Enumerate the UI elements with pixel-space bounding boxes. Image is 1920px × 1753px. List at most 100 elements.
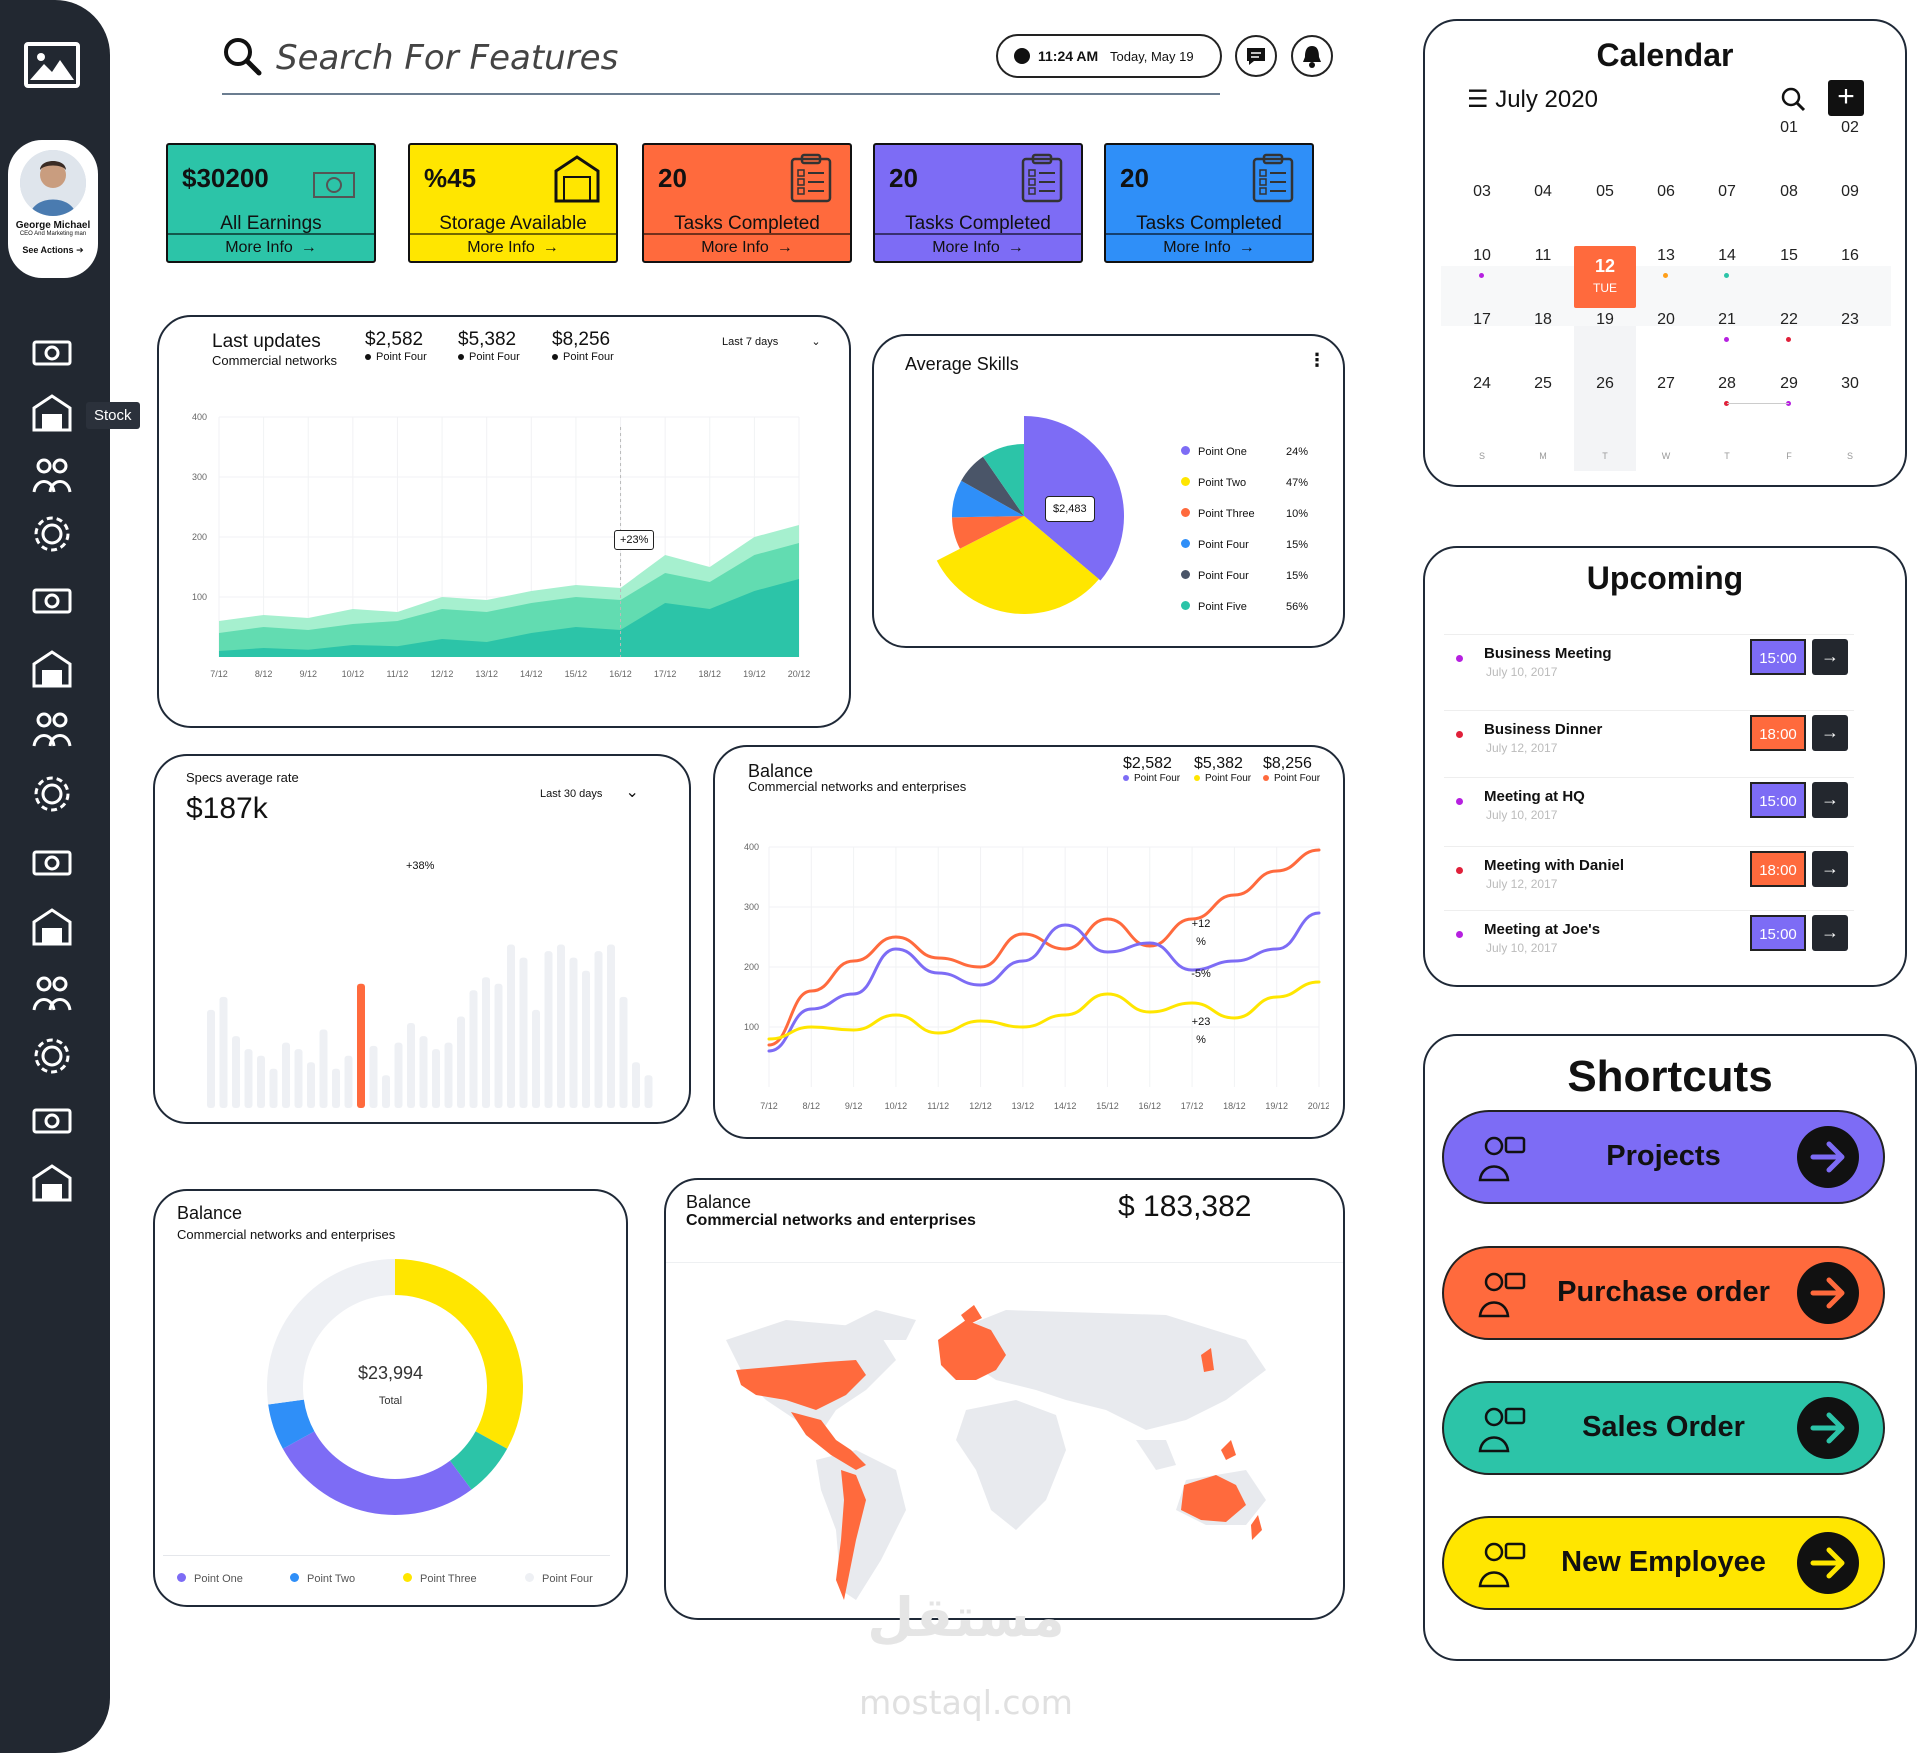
calendar-day[interactable]: 28 (1718, 375, 1736, 392)
calendar-day[interactable]: 03 (1473, 183, 1491, 200)
crm-icon[interactable] (30, 772, 74, 816)
gallery-logo-icon[interactable] (24, 42, 80, 88)
open-event-button[interactable]: → (1812, 715, 1848, 751)
bar-callout: +38% (406, 860, 435, 872)
last-updates-card: Last updates Commercial networks Last 7 … (157, 315, 851, 728)
search-input[interactable]: Search For Features (276, 38, 619, 78)
earnings-icon[interactable] (30, 330, 74, 374)
warehouse-icon[interactable] (30, 390, 74, 434)
shortcut-button[interactable]: Sales Order (1442, 1381, 1885, 1475)
web-search-icon[interactable] (30, 1034, 74, 1078)
calendar-day[interactable]: 05 (1596, 183, 1614, 200)
more-info-link[interactable]: More Info → (410, 233, 616, 261)
calendar-day[interactable]: 14 (1718, 247, 1736, 264)
open-event-button[interactable]: → (1812, 782, 1848, 818)
figure-label: Point Four (1263, 773, 1320, 784)
tools-icon[interactable] (30, 1098, 74, 1142)
x-tick-label: 19/12 (1265, 1101, 1288, 1111)
month-selector[interactable]: ☰ July 2020 (1467, 85, 1598, 114)
upcoming-item[interactable]: Business Dinner July 12, 2017 18:00 → (1444, 710, 1854, 776)
balance-map-value: $ 183,382 (1118, 1190, 1252, 1223)
open-event-button[interactable]: → (1812, 851, 1848, 887)
calendar-day[interactable]: 09 (1841, 183, 1859, 200)
projects-icon[interactable] (30, 512, 74, 556)
calendar-day[interactable]: 21 (1718, 311, 1736, 328)
calendar-day[interactable]: 24 (1473, 375, 1491, 392)
last-updates-title: Last updates (212, 331, 321, 352)
calendar-day[interactable]: 20 (1657, 311, 1675, 328)
arrow-right-icon: → (1821, 722, 1839, 742)
shortcut-button[interactable]: Projects (1442, 1110, 1885, 1204)
calendar-day[interactable]: 26 (1596, 375, 1614, 392)
sales-hand-icon (1478, 1407, 1526, 1453)
calendar-day[interactable]: 18 (1534, 311, 1552, 328)
calendar-day[interactable]: 16 (1841, 247, 1859, 264)
calendar-day[interactable]: 22 (1780, 311, 1798, 328)
open-event-button[interactable]: → (1812, 915, 1848, 951)
calendar-day[interactable]: 01 (1780, 119, 1798, 136)
range-dropdown[interactable]: Last 7 days ⌄ (722, 335, 821, 348)
calendar-card: Calendar ☰ July 2020 + 12 TUE 01 02 03 04 05… (1423, 19, 1907, 487)
upcoming-item[interactable]: Meeting at Joe's July 10, 2017 15:00 → (1444, 910, 1854, 976)
settings-icon[interactable] (30, 970, 74, 1014)
sales-icon[interactable] (30, 578, 74, 622)
shortcut-button[interactable]: New Employee (1442, 1516, 1885, 1610)
purchase-icon[interactable] (30, 646, 74, 690)
employees-icon[interactable] (30, 452, 74, 496)
calendar-day[interactable]: 02 (1841, 119, 1859, 136)
calendar-day[interactable]: 25 (1534, 375, 1552, 392)
more-options-icon[interactable]: ⋮ (1308, 350, 1326, 370)
search-icon[interactable] (222, 36, 262, 76)
shortcut-button[interactable]: Purchase order (1442, 1246, 1885, 1340)
stat-card[interactable]: 20 Tasks Completed More Info → (1104, 143, 1314, 263)
legend-percent: 15% (1286, 570, 1309, 582)
open-event-button[interactable]: → (1812, 639, 1848, 675)
calendar-day[interactable]: 19 (1596, 311, 1614, 328)
calendar-day[interactable]: 07 (1718, 183, 1736, 200)
upcoming-item[interactable]: Meeting at HQ July 10, 2017 15:00 → (1444, 777, 1854, 843)
more-info-label: More Info (467, 239, 535, 256)
upcoming-item[interactable]: Business Meeting July 10, 2017 15:00 → (1444, 634, 1854, 700)
calendar-search-icon[interactable] (1780, 86, 1806, 112)
calendar-day[interactable]: 15 (1780, 247, 1798, 264)
upcoming-item[interactable]: Meeting with Daniel July 12, 2017 18:00 → (1444, 846, 1854, 912)
stat-value: 20 (889, 163, 918, 193)
more-info-link[interactable]: More Info → (644, 233, 850, 261)
sliders-icon[interactable] (30, 1160, 74, 1204)
balance-lines-subtitle: Commercial networks and enterprises (748, 779, 967, 794)
figure-value: $5,382 (458, 329, 517, 350)
stat-card[interactable]: 20 Tasks Completed More Info → (873, 143, 1083, 263)
profile-card[interactable]: George Michael CEO And Marketing man See… (8, 140, 98, 278)
see-actions-link[interactable]: See Actions ➔ (8, 245, 98, 256)
mail-icon[interactable] (30, 840, 74, 884)
calendar-day[interactable]: 10 (1473, 247, 1491, 264)
stat-card[interactable]: 20 Tasks Completed More Info → (642, 143, 852, 263)
y-tick-label: 400 (192, 412, 207, 422)
calendar-day[interactable]: 08 (1780, 183, 1798, 200)
calendar-day[interactable]: 13 (1657, 247, 1675, 264)
finance-icon[interactable] (30, 706, 74, 750)
budget-icon[interactable] (30, 904, 74, 948)
x-tick-label: 20/12 (1308, 1101, 1329, 1111)
more-info-link[interactable]: More Info → (1106, 233, 1312, 261)
calendar-day[interactable]: 17 (1473, 311, 1491, 328)
add-event-button[interactable]: + (1828, 80, 1864, 116)
calendar-day[interactable]: 27 (1657, 375, 1675, 392)
stat-card[interactable]: $30200 All Earnings More Info → (166, 143, 376, 263)
more-info-link[interactable]: More Info → (875, 233, 1081, 261)
stat-card[interactable]: %45 Storage Available More Info → (408, 143, 618, 263)
calendar-day[interactable]: 06 (1657, 183, 1675, 200)
area-callout: +23% (614, 530, 655, 550)
specs-range-dropdown[interactable]: Last 30 days ⌄ (540, 782, 639, 802)
calendar-day[interactable]: 04 (1534, 183, 1552, 200)
notifications-button[interactable] (1291, 35, 1333, 77)
more-info-link[interactable]: More Info → (168, 233, 374, 261)
legend-label: Point Four (1198, 539, 1249, 551)
calendar-day[interactable]: 23 (1841, 311, 1859, 328)
calendar-day[interactable]: 29 (1780, 375, 1798, 392)
messages-button[interactable] (1235, 35, 1277, 77)
calendar-day[interactable]: 11 (1534, 247, 1552, 264)
donut-legend-item: Point Four (525, 1573, 593, 1585)
calendar-day[interactable]: 30 (1841, 375, 1859, 392)
selected-day[interactable]: 12 TUE (1574, 246, 1636, 308)
